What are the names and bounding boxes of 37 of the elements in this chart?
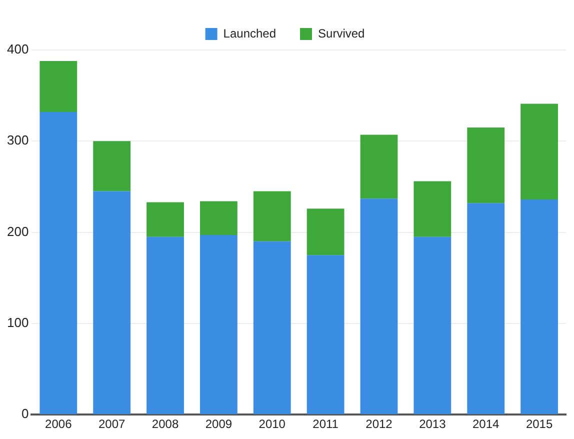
y-tick-label: 300 (6, 132, 29, 148)
x-tick-label: 2010 (258, 417, 286, 432)
bar (520, 199, 558, 414)
bar (93, 141, 131, 192)
y-tick-label: 200 (6, 224, 29, 239)
bar (520, 104, 558, 200)
bar (360, 198, 398, 414)
bar (306, 255, 344, 414)
legend-label: Launched (223, 26, 276, 40)
bar (40, 112, 78, 414)
bar (200, 235, 238, 414)
x-tick-label: 2011 (312, 417, 339, 432)
bar (200, 201, 238, 236)
bar (93, 191, 131, 414)
x-tick-label: 2014 (472, 417, 500, 432)
x-tick-label: 2006 (45, 417, 72, 432)
bar (360, 134, 398, 199)
x-tick-label: 2015 (526, 417, 553, 432)
x-tick-label: 2008 (152, 417, 179, 432)
y-tick-label: 100 (6, 315, 29, 330)
legend-label: Survived (318, 26, 365, 40)
y-tick-label: 400 (6, 42, 29, 57)
bar (306, 208, 344, 256)
bar (146, 202, 184, 237)
bar (40, 60, 78, 112)
bar (146, 236, 184, 414)
x-tick-label: 2009 (205, 417, 232, 432)
x-tick-label: 2007 (98, 417, 126, 432)
x-tick-label: 2012 (366, 417, 393, 432)
y-tick-label: 0 (21, 406, 29, 422)
bar (253, 191, 291, 242)
bar (414, 236, 452, 414)
bar (467, 127, 505, 204)
x-tick-label: 2013 (419, 417, 446, 432)
bar (414, 181, 452, 237)
bar (253, 241, 291, 414)
bar (467, 203, 505, 414)
